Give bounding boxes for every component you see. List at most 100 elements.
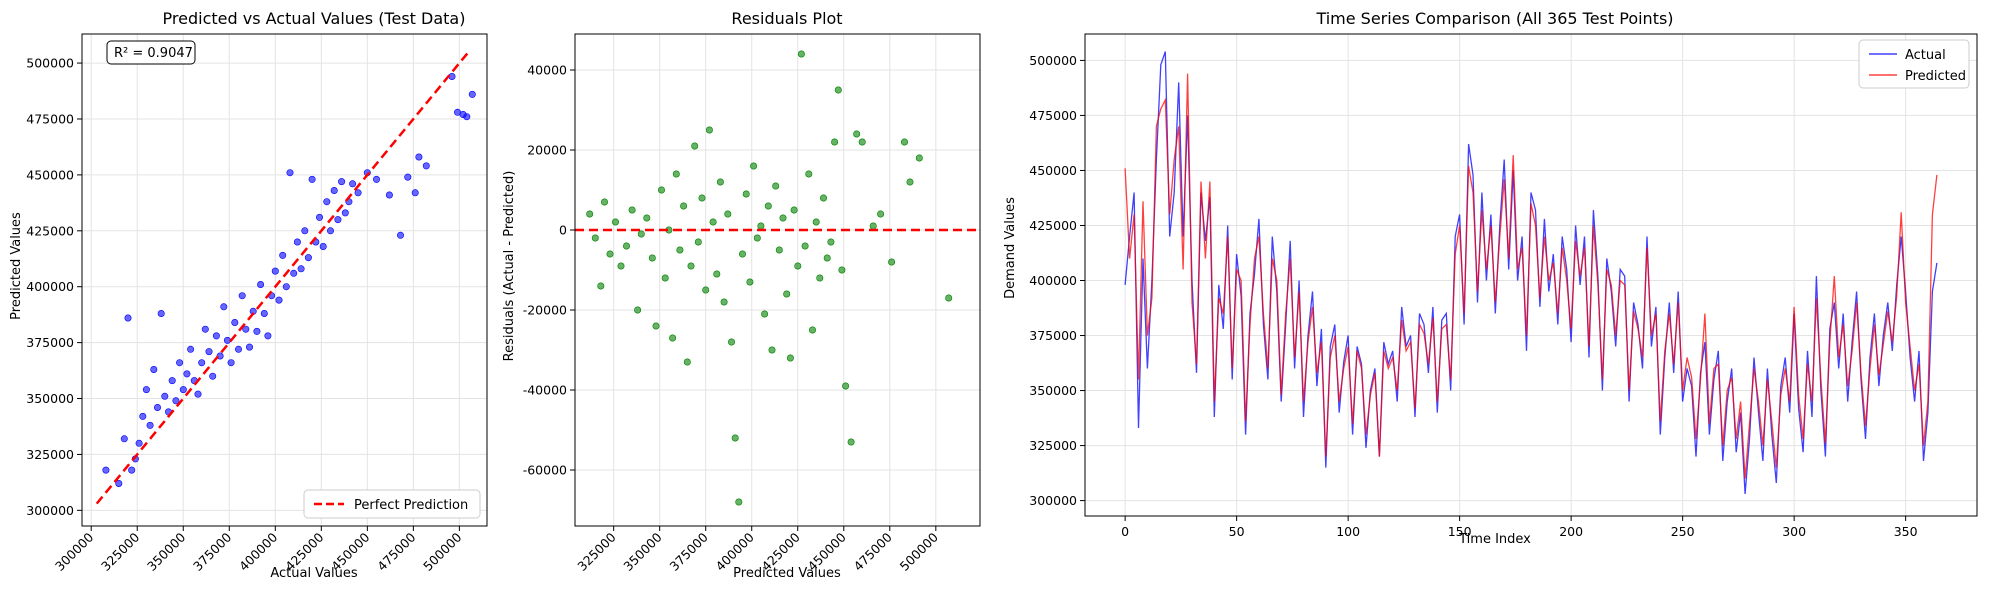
y-axis-label: Residuals (Actual - Predicted) xyxy=(502,171,517,362)
data-point xyxy=(338,178,346,186)
data-point xyxy=(702,286,710,294)
data-point xyxy=(396,231,404,239)
x-tick-label: 200 xyxy=(1559,524,1583,539)
chart-title: Residuals Plot xyxy=(731,9,842,28)
data-point xyxy=(790,206,798,214)
data-point xyxy=(179,386,187,394)
data-point xyxy=(326,227,334,235)
r-squared-annotation: R² = 0.9047 xyxy=(106,40,196,65)
annotation-text: R² = 0.9047 xyxy=(114,46,193,61)
x-tick-label: 300 xyxy=(1782,524,1806,539)
data-point xyxy=(297,265,305,273)
data-point xyxy=(819,194,827,202)
data-point xyxy=(727,338,735,346)
y-tick-label: 300000 xyxy=(26,503,74,518)
x-tick-label: 350 xyxy=(1894,524,1918,539)
chart-title: Time Series Comparison (All 365 Test Poi… xyxy=(1315,9,1673,28)
data-point xyxy=(341,209,349,217)
data-point xyxy=(888,258,896,266)
y-tick-label: 350000 xyxy=(26,391,74,406)
data-point xyxy=(194,390,202,398)
y-tick-label: 475000 xyxy=(26,111,74,126)
data-point xyxy=(257,280,265,288)
data-point xyxy=(124,314,132,322)
data-point xyxy=(227,359,235,367)
data-point xyxy=(716,178,724,186)
data-point xyxy=(282,283,290,291)
data-point xyxy=(738,250,746,258)
data-point xyxy=(279,251,287,259)
data-point xyxy=(198,359,206,367)
data-point xyxy=(672,170,680,178)
data-point xyxy=(146,421,154,429)
data-point xyxy=(617,262,625,270)
data-point xyxy=(385,191,393,199)
data-point xyxy=(628,206,636,214)
data-point xyxy=(275,296,283,304)
data-point xyxy=(797,50,805,58)
y-tick-label: 0 xyxy=(559,223,567,238)
data-point xyxy=(586,210,594,218)
data-point xyxy=(422,162,430,170)
data-point xyxy=(183,370,191,378)
legend: Perfect Prediction xyxy=(303,489,481,519)
axes-frame xyxy=(1084,33,1978,517)
data-point xyxy=(698,194,706,202)
data-point xyxy=(731,434,739,442)
data-point xyxy=(764,202,772,210)
data-point xyxy=(713,270,721,278)
data-point xyxy=(680,202,688,210)
data-point xyxy=(220,303,228,311)
data-point xyxy=(768,346,776,354)
data-point xyxy=(242,325,250,333)
data-point xyxy=(724,210,732,218)
data-point xyxy=(209,372,217,380)
data-point xyxy=(187,345,195,353)
plot-area xyxy=(575,50,980,506)
data-point xyxy=(201,325,209,333)
legend-label: Actual xyxy=(1905,48,1946,63)
x-tick-label: 150 xyxy=(1448,524,1472,539)
axes-frame xyxy=(574,33,981,527)
data-point xyxy=(808,326,816,334)
data-point xyxy=(154,403,162,411)
data-point xyxy=(801,242,809,250)
x-tick-label: 50 xyxy=(1229,524,1245,539)
data-point xyxy=(411,189,419,197)
data-point xyxy=(753,234,761,242)
data-point xyxy=(293,238,301,246)
data-point xyxy=(676,246,684,254)
data-point xyxy=(235,345,243,353)
data-point xyxy=(115,479,123,487)
y-tick-label: 325000 xyxy=(26,447,74,462)
data-point xyxy=(264,332,272,340)
data-point xyxy=(168,377,176,385)
data-point xyxy=(354,189,362,197)
data-point xyxy=(120,435,128,443)
y-tick-label: -60000 xyxy=(523,463,567,478)
legend-label: Perfect Prediction xyxy=(354,498,468,513)
x-tick-label: 250 xyxy=(1671,524,1695,539)
data-point xyxy=(757,222,765,230)
data-point xyxy=(308,175,316,183)
data-point xyxy=(212,332,220,340)
data-point xyxy=(858,138,866,146)
legend-label: Predicted xyxy=(1905,69,1966,84)
data-point xyxy=(231,318,239,326)
plot-area xyxy=(95,51,476,505)
data-point xyxy=(709,218,717,226)
data-point xyxy=(694,238,702,246)
data-point xyxy=(128,466,136,474)
data-point xyxy=(735,498,743,506)
data-point xyxy=(823,254,831,262)
data-point xyxy=(827,238,835,246)
data-point xyxy=(669,334,677,342)
data-point xyxy=(290,269,298,277)
data-point xyxy=(775,246,783,254)
data-point xyxy=(415,153,423,161)
y-tick-label: 500000 xyxy=(1029,53,1077,68)
data-point xyxy=(161,392,169,400)
grid xyxy=(82,34,487,526)
data-point xyxy=(869,222,877,230)
